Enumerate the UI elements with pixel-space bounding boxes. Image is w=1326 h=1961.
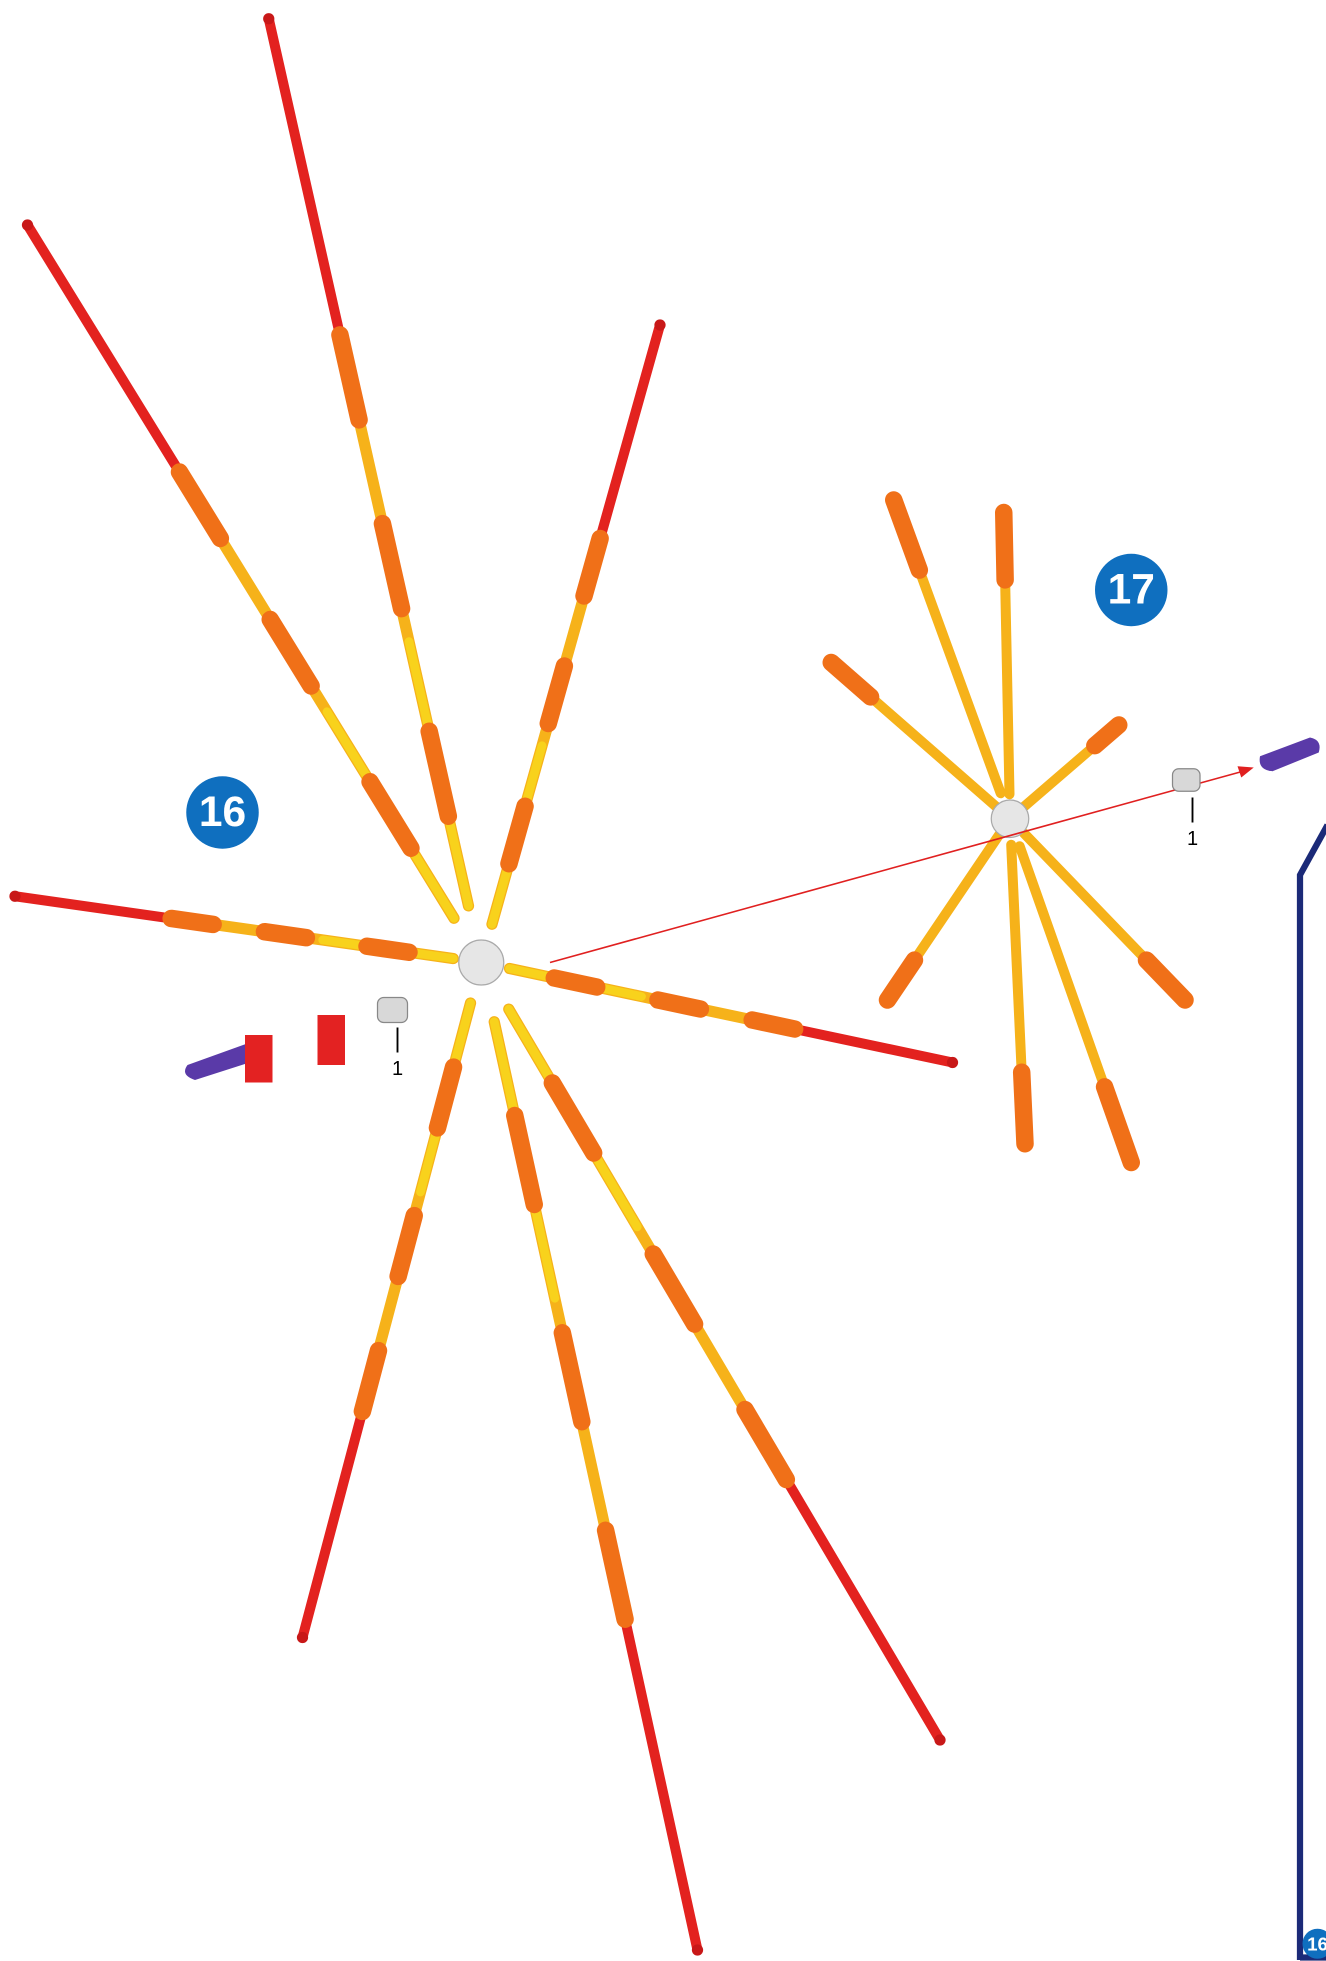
rod-end: [9, 891, 20, 902]
hub: [459, 940, 504, 985]
orange-connector: [509, 806, 525, 863]
yellow-rod: [1005, 580, 1009, 794]
orange-connector: [367, 946, 409, 952]
orange-connector: [1105, 1087, 1132, 1163]
orange-connector: [831, 663, 870, 697]
yellow-rod: [1020, 846, 1105, 1087]
orange-connector: [515, 1116, 534, 1205]
rod-end: [263, 13, 274, 24]
orange-connector: [171, 918, 213, 924]
part-count: 1: [1187, 828, 1198, 850]
orange-connector: [658, 1000, 700, 1009]
yellow-rod: [1019, 746, 1095, 812]
models: [9, 13, 1185, 1955]
orange-connector: [745, 1410, 786, 1480]
yellow-rod: [871, 697, 996, 806]
purple-clip: [1260, 738, 1320, 772]
orange-connector: [562, 1333, 581, 1422]
orange-connector: [398, 1216, 414, 1277]
assembly-arrow: [550, 770, 1248, 963]
yellow-rod: [914, 833, 1000, 960]
step-number: 16: [1307, 1933, 1326, 1954]
rod-end: [22, 219, 33, 230]
orange-connector: [887, 960, 914, 1000]
part-count: 1: [392, 1058, 403, 1080]
page: 1 1 16 17 16 (() => { const data = JSON.…: [0, 0, 1326, 1961]
orange-connector: [552, 1083, 593, 1153]
orange-connector: [548, 666, 564, 723]
orange-connector: [1004, 513, 1005, 580]
instruction-page: 1 1 16 17 16: [0, 0, 1326, 1961]
orange-connector: [606, 1530, 625, 1619]
panel-frame: [1300, 825, 1326, 1960]
orange-connector: [1147, 960, 1186, 1000]
orange-connector: [264, 932, 306, 938]
red-rod: [27, 225, 199, 505]
red-rod: [766, 1445, 940, 1740]
orange-connector: [1095, 725, 1119, 746]
orange-connector: [554, 978, 596, 987]
red-rod: [269, 19, 350, 378]
rod-end: [654, 319, 665, 330]
orange-connector: [1022, 1072, 1025, 1144]
rod-end: [297, 1632, 308, 1643]
red-connector: [245, 1035, 273, 1083]
rod-end: [692, 1944, 703, 1955]
orange-connector: [429, 731, 448, 816]
rod-end: [947, 1057, 958, 1068]
orange-connector: [584, 539, 600, 596]
orange-connector: [653, 1254, 694, 1324]
step-number: 17: [1108, 567, 1155, 614]
orange-connector: [370, 782, 411, 848]
yellow-rod: [919, 570, 1000, 793]
red-connector: [318, 1015, 345, 1065]
yellow-rod: [1011, 845, 1022, 1073]
orange-connector: [362, 1351, 378, 1412]
orange-connector: [752, 1020, 794, 1029]
bushing: [1173, 769, 1201, 792]
orange-connector: [894, 500, 920, 570]
arrow-head: [1238, 766, 1254, 777]
step-number: 16: [199, 789, 246, 836]
orange-connector: [270, 620, 311, 686]
orange-connector: [382, 524, 401, 609]
orange-connector: [437, 1067, 453, 1128]
rod-end: [934, 1734, 945, 1745]
orange-connector: [340, 335, 359, 420]
red-rod: [615, 1575, 697, 1950]
bushing: [377, 997, 407, 1022]
orange-connector: [180, 472, 221, 538]
